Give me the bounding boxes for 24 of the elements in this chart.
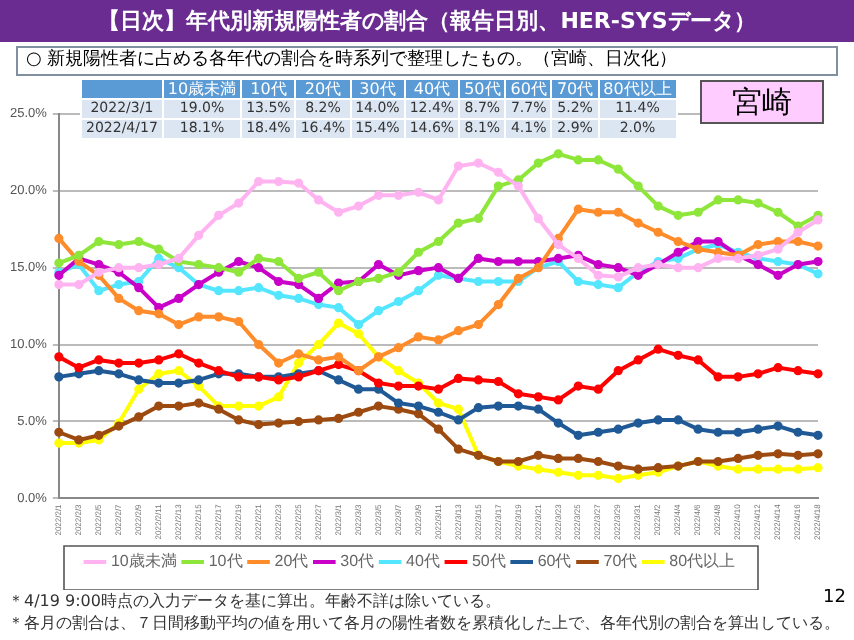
text: 12 (823, 588, 846, 608)
chart-title: 【日次】年代別新規陽性者の割合（報告日別、HER-SYSデータ） (0, 0, 854, 42)
chart-subtitle: ○ 新規陽性者に占める各年代の割合を時系列で整理したもの。（宮崎、日次化） (16, 46, 838, 76)
legend-label: 30代 (340, 552, 375, 571)
legend-label: 50代 (471, 552, 506, 571)
text: 60代 (510, 80, 547, 98)
text: 30代 (359, 80, 396, 98)
text: 20代 (304, 80, 342, 98)
legend-label: 40代 (406, 552, 440, 571)
text: 40代 (413, 80, 451, 98)
text: 80代以上 (603, 80, 672, 98)
legend-label: 70代 (603, 552, 638, 571)
legend-label: 60代 (537, 552, 572, 571)
legend-label: 80代以上 (669, 552, 736, 571)
legend-label: 10歳未満 (110, 552, 177, 571)
legend-label: 20代 (274, 552, 309, 571)
annotation: 宮崎 (700, 80, 824, 124)
text: 10代 (250, 80, 287, 98)
text: 70代 (556, 80, 594, 98)
text: 50代 (464, 80, 501, 98)
text: 10歳未満 (167, 80, 237, 98)
text: ＊4/19 9:00時点の入力データを基に算出。年齢不詳は除いている。 (8, 590, 501, 612)
text: ＊各月の割合は、７日間移動平均の値を用いて各月の陽性者数を累積化した上で、各年代別の割合を算出している。 (8, 612, 840, 634)
legend-label: 10代 (208, 552, 243, 571)
